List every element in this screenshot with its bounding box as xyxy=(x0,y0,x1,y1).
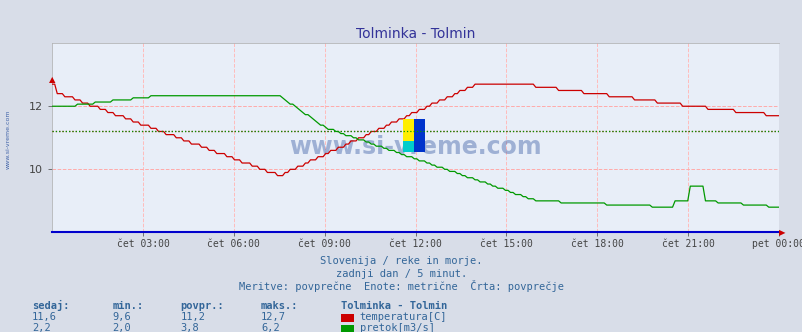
Text: 3,8: 3,8 xyxy=(180,323,199,332)
Text: ▲: ▲ xyxy=(49,75,55,84)
Text: ▶: ▶ xyxy=(778,228,784,237)
Text: 9,6: 9,6 xyxy=(112,312,131,322)
Text: povpr.:: povpr.: xyxy=(180,301,224,311)
Text: pretok[m3/s]: pretok[m3/s] xyxy=(359,323,434,332)
Text: 6,2: 6,2 xyxy=(261,323,279,332)
Text: www.si-vreme.com: www.si-vreme.com xyxy=(6,110,10,169)
Bar xyxy=(403,141,414,152)
Text: min.:: min.: xyxy=(112,301,144,311)
Text: Slovenija / reke in morje.: Slovenija / reke in morje. xyxy=(320,256,482,266)
Text: sedaj:: sedaj: xyxy=(32,300,70,311)
Text: 2,0: 2,0 xyxy=(112,323,131,332)
Text: Tolminka - Tolmin: Tolminka - Tolmin xyxy=(341,301,447,311)
Bar xyxy=(403,119,414,141)
Title: Tolminka - Tolmin: Tolminka - Tolmin xyxy=(355,27,475,41)
Text: www.si-vreme.com: www.si-vreme.com xyxy=(289,135,541,159)
Text: 2,2: 2,2 xyxy=(32,323,51,332)
Bar xyxy=(414,119,424,152)
Text: maks.:: maks.: xyxy=(261,301,298,311)
Text: zadnji dan / 5 minut.: zadnji dan / 5 minut. xyxy=(335,269,467,279)
Text: 11,6: 11,6 xyxy=(32,312,57,322)
Text: 11,2: 11,2 xyxy=(180,312,205,322)
Text: Meritve: povprečne  Enote: metrične  Črta: povprečje: Meritve: povprečne Enote: metrične Črta:… xyxy=(239,281,563,292)
Text: temperatura[C]: temperatura[C] xyxy=(359,312,447,322)
Text: 12,7: 12,7 xyxy=(261,312,286,322)
